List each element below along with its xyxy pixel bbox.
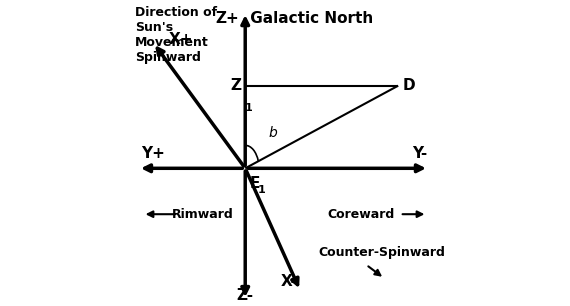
Text: 1: 1 (258, 185, 266, 195)
Text: D: D (403, 78, 416, 93)
Text: Z+: Z+ (215, 11, 239, 26)
Text: Rimward: Rimward (172, 208, 234, 221)
Text: Counter-Spinward: Counter-Spinward (319, 246, 446, 259)
Text: Galactic North: Galactic North (245, 11, 373, 26)
Text: Z: Z (230, 78, 241, 93)
Text: X-: X- (281, 274, 298, 289)
Text: Y-: Y- (412, 146, 428, 161)
Text: 1: 1 (245, 103, 252, 113)
Text: Z-: Z- (237, 288, 254, 303)
Text: Direction of
Sun's
Movement
Spinward: Direction of Sun's Movement Spinward (135, 6, 217, 64)
Text: Y+: Y+ (141, 146, 165, 161)
Text: E: E (249, 176, 259, 191)
Text: b: b (268, 126, 277, 140)
Text: Coreward: Coreward (328, 208, 395, 221)
Text: X+: X+ (169, 32, 193, 47)
